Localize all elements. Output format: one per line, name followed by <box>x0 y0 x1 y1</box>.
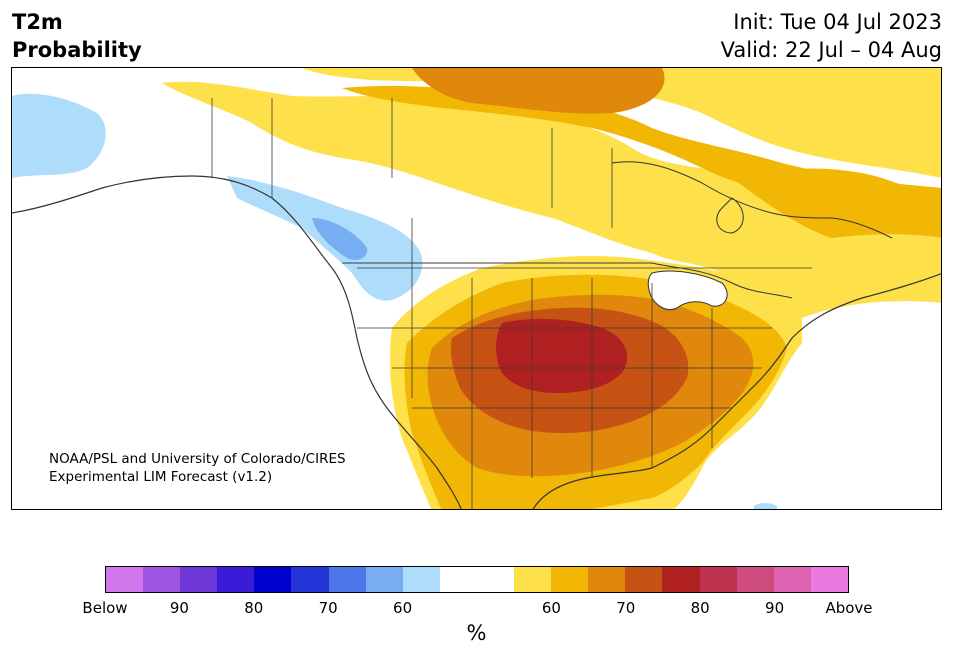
colorbar-swatch <box>217 567 255 592</box>
map-title: T2m Probability <box>12 8 142 64</box>
colorbar-swatch <box>143 567 181 592</box>
colorbar-swatch <box>106 567 144 592</box>
colorbar-swatch <box>699 567 737 592</box>
great-lakes <box>647 270 728 311</box>
colorbar-swatch <box>180 567 218 592</box>
colorbar-tick-label: 70 <box>318 599 338 617</box>
colorbar-swatch <box>625 567 663 592</box>
map-canvas <box>12 68 941 509</box>
credit-text: NOAA/PSL and University of Colorado/CIRE… <box>49 450 346 486</box>
caribbean-island <box>754 503 777 509</box>
region-midblue-west <box>312 218 368 260</box>
colorbar-swatch <box>736 567 774 592</box>
colorbar-swatch <box>439 567 477 592</box>
variable-name: T2m <box>12 10 63 34</box>
colorbar-swatch <box>662 567 700 592</box>
colorbar-swatch <box>254 567 292 592</box>
colorbar-tick-label: Above <box>825 599 873 617</box>
region-orange-canada <box>412 68 665 114</box>
colorbar-tick-label: 60 <box>393 599 413 617</box>
colorbar-swatch <box>402 567 440 592</box>
state-borders <box>211 98 812 509</box>
forecast-dates: Init: Tue 04 Jul 2023 Valid: 22 Jul – 04… <box>721 8 942 64</box>
colorbar-tick-label: 90 <box>765 599 785 617</box>
colorbar-unit: % <box>466 621 487 645</box>
colorbar-swatch <box>810 567 848 592</box>
colorbar-swatch <box>291 567 329 592</box>
region-lightblue-alaska <box>12 93 106 178</box>
colorbar-tick-label: Below <box>82 599 128 617</box>
colorbar-swatch <box>588 567 626 592</box>
colorbar-swatch <box>476 567 515 592</box>
region-yellow-canada <box>162 81 941 318</box>
forecast-map: NOAA/PSL and University of Colorado/CIRE… <box>11 67 942 510</box>
coastline <box>12 175 941 509</box>
colorbar-tick-label: 60 <box>541 599 561 617</box>
colorbar-swatch <box>551 567 589 592</box>
colorbar-swatch <box>365 567 403 592</box>
colorbar-swatch <box>773 567 811 592</box>
colorbar-tick-label: 80 <box>244 599 264 617</box>
credit-line-2: Experimental LIM Forecast (v1.2) <box>49 469 273 485</box>
init-date: Init: Tue 04 Jul 2023 <box>733 10 942 34</box>
canada-usa-border <box>342 262 793 299</box>
colorbar <box>105 566 849 593</box>
canada-coast <box>611 161 893 239</box>
product-name: Probability <box>12 38 142 62</box>
colorbar-swatch <box>514 567 552 592</box>
colorbar-swatch <box>328 567 366 592</box>
region-gold-quebec <box>732 168 941 238</box>
colorbar-ticks: Below 90 80 70 60 60 70 80 90 Above <box>82 599 872 619</box>
colorbar-tick-label: 90 <box>169 599 189 617</box>
colorbar-tick-label: 70 <box>616 599 636 617</box>
valid-range: Valid: 22 Jul – 04 Aug <box>720 38 942 62</box>
colorbar-tick-label: 80 <box>690 599 710 617</box>
region-yellow-canada-north <box>302 68 941 178</box>
credit-line-1: NOAA/PSL and University of Colorado/CIRE… <box>49 451 346 467</box>
region-red-usa <box>496 318 628 393</box>
